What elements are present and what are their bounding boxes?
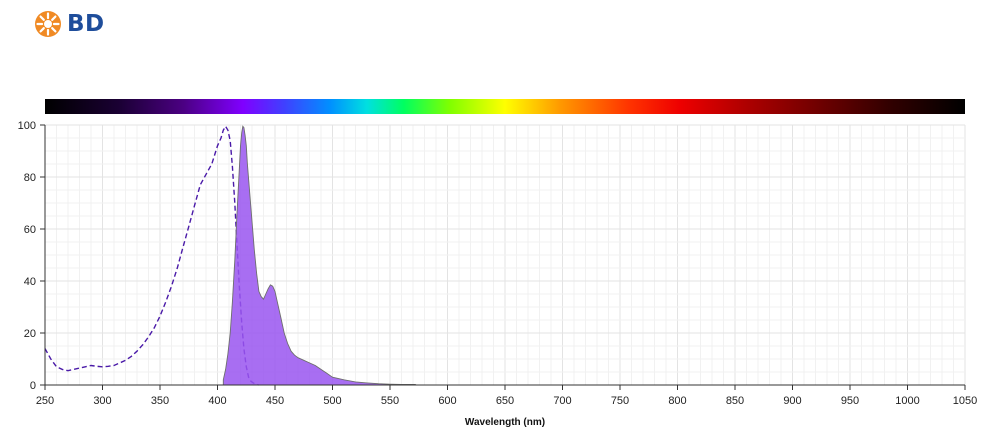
x-tick-label: 300	[93, 395, 111, 407]
y-tick-label: 60	[24, 224, 36, 236]
x-tick-label: 350	[151, 395, 169, 407]
brand-logo: BD	[34, 9, 105, 39]
y-tick-label: 100	[18, 120, 36, 132]
x-tick-label: 650	[496, 395, 514, 407]
bd-starburst-icon	[35, 11, 61, 37]
x-tick-label: 550	[381, 395, 399, 407]
brand-name: BD	[67, 11, 105, 37]
grid	[44, 124, 966, 386]
y-tick-label: 80	[24, 172, 36, 184]
x-tick-label: 400	[208, 395, 226, 407]
x-tick-label: 850	[726, 395, 744, 407]
x-tick-label: 900	[783, 395, 801, 407]
series-layer	[44, 124, 417, 386]
x-tick-label: 250	[36, 395, 54, 407]
emission-series-area	[222, 125, 417, 386]
y-tick-label: 0	[30, 380, 36, 392]
x-tick-label: 750	[611, 395, 629, 407]
wavelength-spectrum-bar	[45, 99, 965, 114]
x-tick-label: 700	[553, 395, 571, 407]
y-tick-label: 20	[24, 328, 36, 340]
excitation-series-line	[44, 124, 260, 386]
x-tick-label: 800	[668, 395, 686, 407]
x-tick-label: 1000	[895, 395, 919, 407]
x-tick-label: 450	[266, 395, 284, 407]
y-tick-label: 40	[24, 276, 36, 288]
x-tick-label: 1050	[953, 395, 977, 407]
axes: 250 300 350 400 450 500 550 600 650 700 750 800 850 9…	[18, 120, 978, 407]
x-tick-label: 600	[438, 395, 456, 407]
x-tick-label: 950	[841, 395, 859, 407]
x-axis-title: Wavelength (nm)	[465, 417, 545, 428]
x-tick-label: 500	[323, 395, 341, 407]
